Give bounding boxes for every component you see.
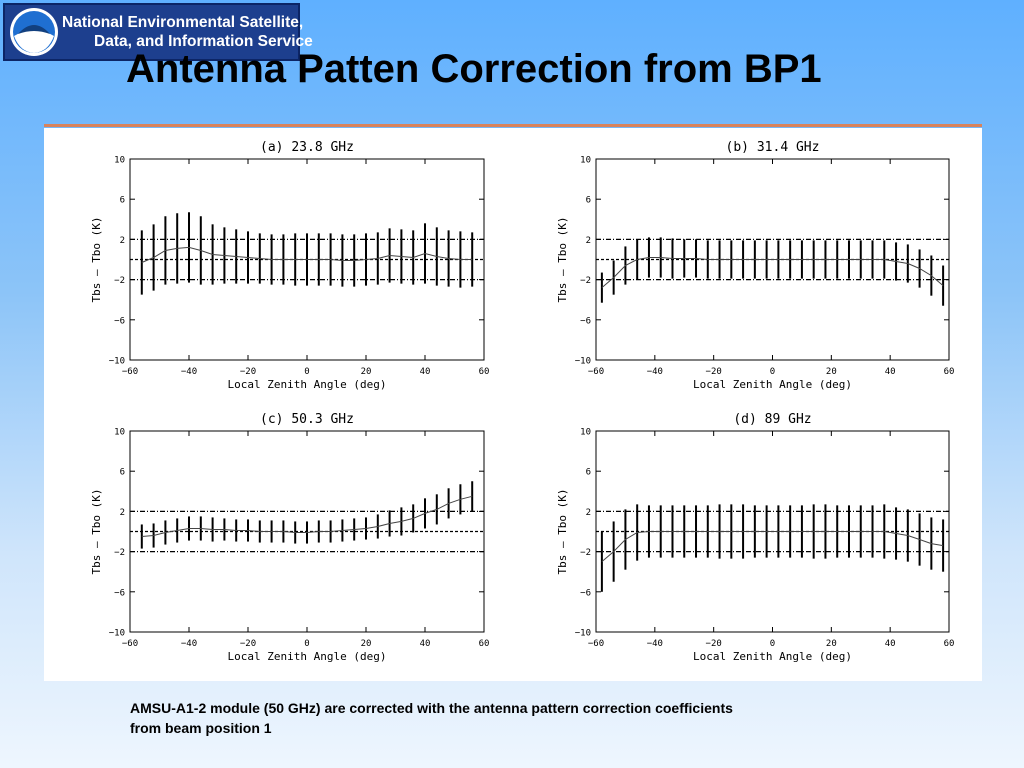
y-tick-label: −6 <box>580 316 591 326</box>
x-tick-label: 0 <box>304 639 309 649</box>
x-tick-label: 20 <box>826 639 837 649</box>
x-tick-label: 0 <box>304 367 309 377</box>
logo-text: National Environmental Satellite, Data, … <box>62 13 313 51</box>
mean-bias-line <box>601 257 944 288</box>
y-tick-label: −10 <box>109 629 125 639</box>
x-tick-label: 20 <box>361 367 372 377</box>
y-tick-label: 6 <box>120 468 125 478</box>
y-axis-label: Tbs – Tbo (K) <box>556 488 569 574</box>
x-tick-label: −20 <box>706 639 722 649</box>
y-tick-label: −10 <box>109 357 125 367</box>
y-tick-label: 2 <box>586 236 591 246</box>
chart-title: (c) 50.3 GHz <box>260 412 354 427</box>
logo-line-1: National Environmental Satellite, <box>62 14 304 31</box>
x-tick-label: −40 <box>181 639 197 649</box>
y-tick-label: 2 <box>120 236 125 246</box>
y-tick-label: 10 <box>580 156 591 166</box>
x-tick-label: 40 <box>420 367 431 377</box>
x-tick-label: 60 <box>944 367 955 377</box>
caption-line-2: from beam position 1 <box>130 720 272 736</box>
x-tick-label: −60 <box>122 367 138 377</box>
chart-panel: (a) 23.8 GHz 10 6 2 −2 −6 −10 −60 −40 −20 0 20 40 60 L… <box>44 128 982 681</box>
x-tick-label: 0 <box>770 639 775 649</box>
mean-bias-line <box>141 495 473 537</box>
chart-title: (a) 23.8 GHz <box>260 140 354 155</box>
x-tick-label: 0 <box>770 367 775 377</box>
y-axis-label: Tbs – Tbo (K) <box>556 216 569 302</box>
y-tick-label: 10 <box>580 428 591 438</box>
chart-0: (a) 23.8 GHz 10 6 2 −2 −6 −10−60 −40 −20 0 20 40 60 L… <box>90 140 489 391</box>
slide-title: Antenna Patten Correction from BP1 <box>126 47 822 91</box>
x-tick-label: −60 <box>588 367 604 377</box>
y-tick-label: −6 <box>114 316 125 326</box>
x-tick-label: −60 <box>588 639 604 649</box>
x-tick-label: 60 <box>479 367 490 377</box>
title-divider <box>44 124 982 127</box>
y-tick-label: −6 <box>580 588 591 598</box>
x-tick-label: −40 <box>181 367 197 377</box>
x-tick-label: −60 <box>122 639 138 649</box>
y-axis-label: Tbs – Tbo (K) <box>90 216 103 302</box>
y-axis-label: Tbs – Tbo (K) <box>90 488 103 574</box>
x-tick-label: −20 <box>240 639 256 649</box>
x-axis-label: Local Zenith Angle (deg) <box>693 378 852 391</box>
y-tick-label: −2 <box>114 276 125 286</box>
x-tick-label: −40 <box>647 639 663 649</box>
y-tick-label: −2 <box>580 548 591 558</box>
y-tick-label: −10 <box>575 629 591 639</box>
y-tick-label: 2 <box>586 508 591 518</box>
y-tick-label: 6 <box>586 196 591 206</box>
x-tick-label: −20 <box>240 367 256 377</box>
y-tick-label: 6 <box>120 196 125 206</box>
x-tick-label: 60 <box>944 639 955 649</box>
caption-line-1: AMSU-A1-2 module (50 GHz) are corrected … <box>130 700 733 716</box>
y-tick-label: 10 <box>114 156 125 166</box>
chart-1: (b) 31.4 GHz 10 6 2 −2 −6 −10−60 −40 −20 0 20 40 60 L… <box>556 140 954 391</box>
x-axis-label: Local Zenith Angle (deg) <box>228 378 387 391</box>
slide-caption: AMSU-A1-2 module (50 GHz) are corrected … <box>130 698 920 738</box>
y-tick-label: 6 <box>586 468 591 478</box>
x-tick-label: 20 <box>361 639 372 649</box>
chart-2: (c) 50.3 GHz 10 6 2 −2 −6 −10−60 −40 −20 0 20 40 60 L… <box>90 412 489 663</box>
x-tick-label: 60 <box>479 639 490 649</box>
x-axis-label: Local Zenith Angle (deg) <box>693 650 852 663</box>
y-tick-label: −2 <box>114 548 125 558</box>
y-tick-label: 2 <box>120 508 125 518</box>
x-tick-label: −40 <box>647 367 663 377</box>
y-tick-label: 10 <box>114 428 125 438</box>
y-tick-label: −2 <box>580 276 591 286</box>
mean-bias-line <box>601 531 944 562</box>
x-tick-label: 40 <box>420 639 431 649</box>
nesdis-logo: National Environmental Satellite, Data, … <box>3 3 313 61</box>
x-axis-label: Local Zenith Angle (deg) <box>228 650 387 663</box>
mean-bias-line <box>141 246 473 263</box>
chart-title: (d) 89 GHz <box>733 412 811 427</box>
noaa-emblem-icon <box>10 8 58 56</box>
x-tick-label: 40 <box>885 367 896 377</box>
logo-line-2: Data, and Information Service <box>94 33 313 50</box>
y-tick-label: −6 <box>114 588 125 598</box>
chart-3: (d) 89 GHz 10 6 2 −2 −6 −10−60 −40 −20 0 20 40 60 Loc… <box>556 412 954 663</box>
x-tick-label: 40 <box>885 639 896 649</box>
chart-title: (b) 31.4 GHz <box>726 140 820 155</box>
x-tick-label: 20 <box>826 367 837 377</box>
y-tick-label: −10 <box>575 357 591 367</box>
x-tick-label: −20 <box>706 367 722 377</box>
